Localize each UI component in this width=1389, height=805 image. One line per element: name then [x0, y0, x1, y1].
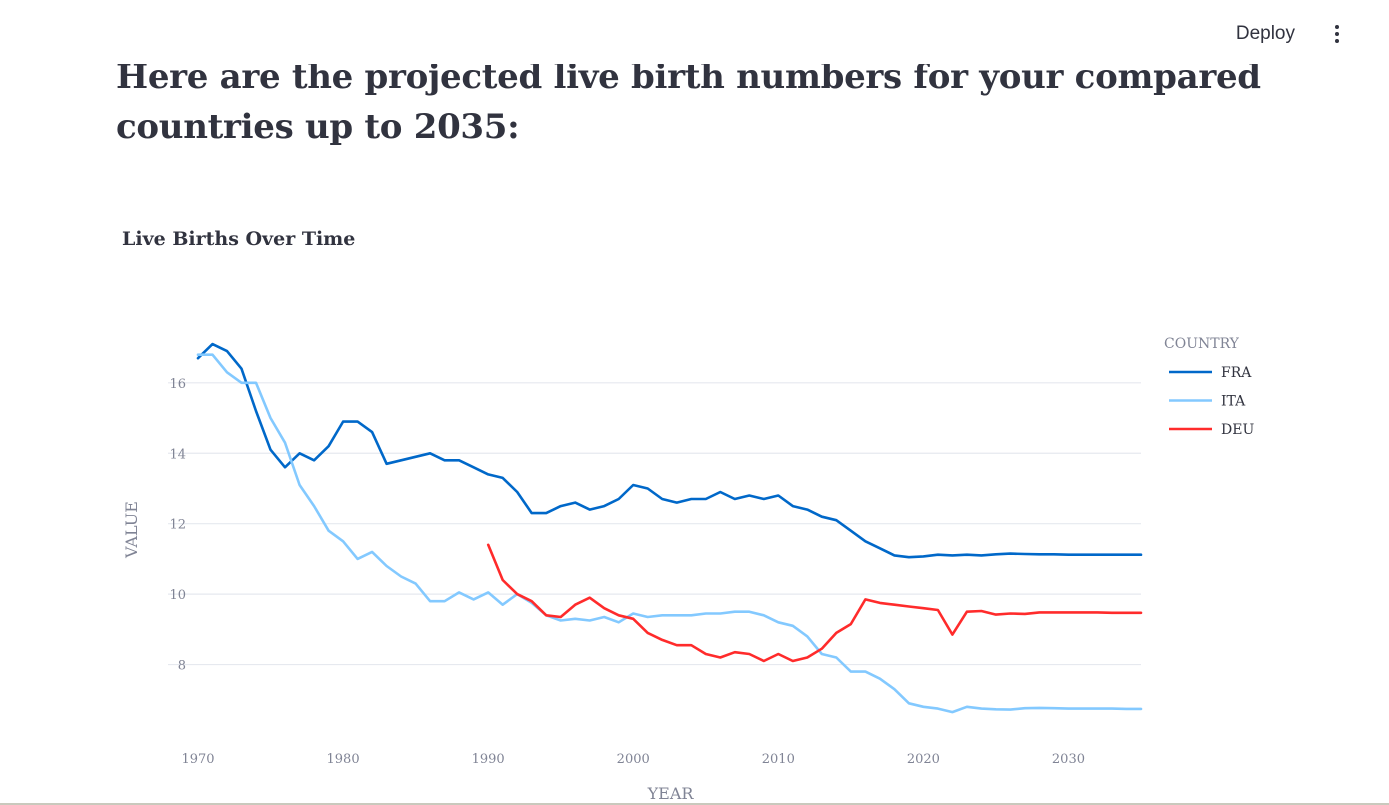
y-tick-label: 10	[169, 588, 186, 603]
series-line-fra[interactable]	[196, 342, 1143, 559]
legend-label-fra: FRA	[1221, 365, 1252, 381]
x-tick-label: 1980	[327, 752, 360, 767]
heading-container: Here are the projected live birth number…	[0, 64, 1389, 174]
x-tick-label: 2000	[617, 752, 650, 767]
legend-label-deu: DEU	[1221, 422, 1254, 438]
top-bar: Deploy	[0, 0, 1389, 64]
y-tick-label: 12	[169, 518, 186, 533]
x-tick-label: 1970	[181, 752, 214, 767]
page-heading: Here are the projected live birth number…	[116, 64, 1261, 147]
x-tick-label: 2020	[907, 752, 940, 767]
menu-dot	[1335, 25, 1339, 29]
x-axis-ticks: 1970 1980 1990 2000 2010 2020 2030	[181, 752, 1085, 767]
y-axis-title: VALUE	[122, 501, 141, 559]
x-tick-label: 2030	[1052, 752, 1085, 767]
menu-dot	[1335, 39, 1339, 43]
y-tick-label: 14	[169, 447, 186, 462]
x-tick-label: 2010	[762, 752, 795, 767]
series-lines	[196, 342, 1143, 714]
chart-legend[interactable]: COUNTRY FRA ITA DEU	[1164, 336, 1254, 438]
x-axis-title: YEAR	[647, 784, 695, 803]
series-line-ita[interactable]	[196, 353, 1143, 714]
menu-dot	[1335, 32, 1339, 36]
y-tick-label: 16	[169, 377, 186, 392]
kebab-menu-icon[interactable]	[1329, 20, 1345, 48]
y-tick-label: 8	[178, 659, 186, 674]
chart-title: Live Births Over Time	[122, 228, 356, 250]
grid-lines	[168, 382, 1141, 666]
series-line-deu[interactable]	[486, 543, 1143, 663]
y-axis-ticks: 8 10 12 14 16	[169, 377, 186, 674]
legend-title: COUNTRY	[1164, 336, 1240, 352]
bottom-divider	[0, 803, 1389, 805]
deploy-button[interactable]: Deploy	[1236, 20, 1295, 48]
legend-label-ita: ITA	[1221, 394, 1246, 410]
x-tick-label: 1990	[472, 752, 505, 767]
